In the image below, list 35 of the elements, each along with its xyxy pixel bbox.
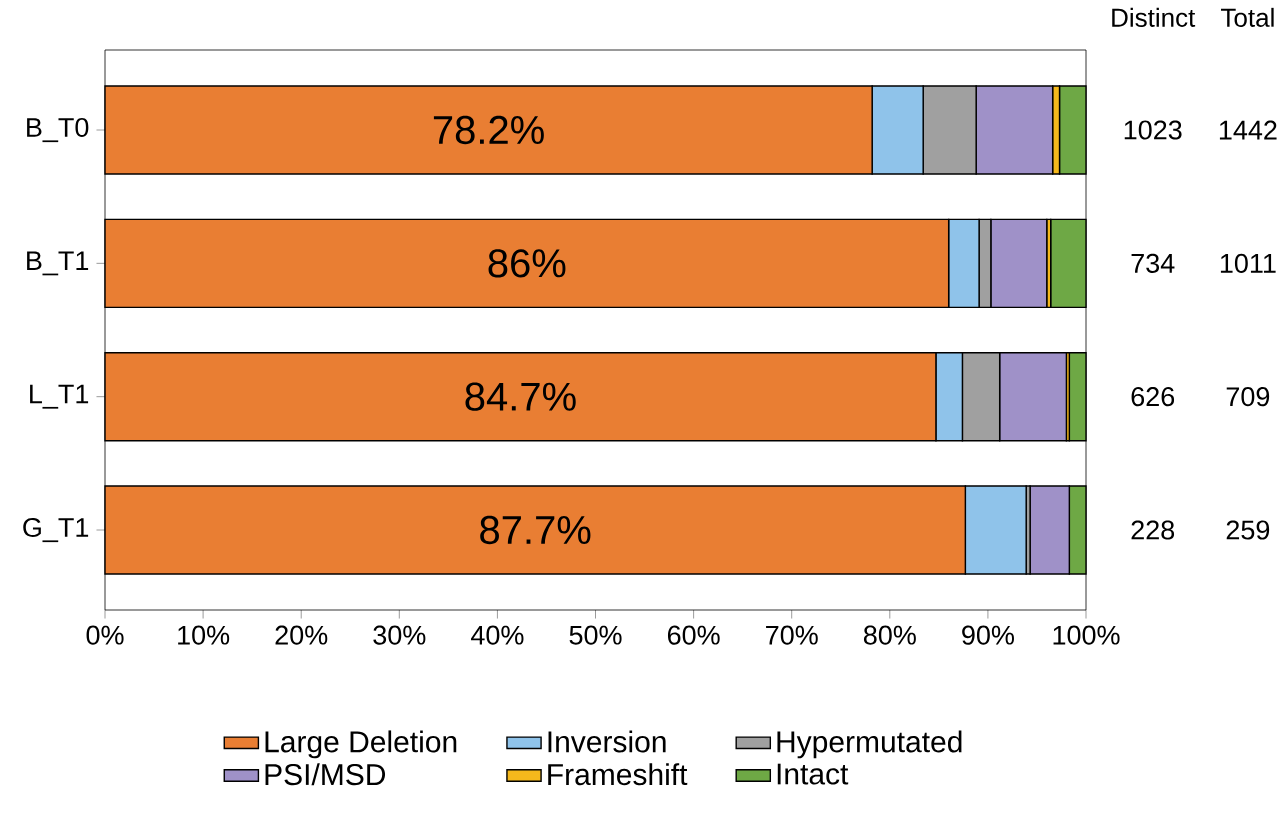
text: 228 (1131, 520, 1175, 540)
legend-label: Inversion (548, 730, 666, 753)
x-tick-label: 70% (766, 625, 818, 645)
y-tick-label: B_T0 (27, 117, 89, 143)
x-tick-label: 100% (1053, 625, 1120, 645)
data-label: 84.7% (465, 382, 576, 411)
x-tick-label: 10% (178, 625, 230, 645)
text: 626 (1131, 387, 1175, 407)
text: 709 (1226, 387, 1270, 407)
legend-label: Hypermutated (777, 730, 962, 759)
x-tick-label: 20% (275, 625, 328, 645)
x-tick-label: 60% (667, 625, 720, 645)
data-label: 86% (488, 249, 566, 278)
y-tick-label: B_T1 (27, 251, 89, 276)
legend-label: Large Deletion (265, 730, 457, 759)
x-tick-label: 90% (962, 625, 1014, 645)
data-label: 87.7% (480, 515, 591, 545)
x-tick-label: 40% (471, 625, 524, 645)
text: 1011 (1220, 253, 1276, 273)
y-tick-label: L_T1 (30, 384, 89, 409)
x-tick-label: 80% (863, 625, 916, 645)
text: 259 (1226, 520, 1270, 540)
y-tick-label: G_T1 (23, 517, 89, 543)
text: Total (1221, 7, 1274, 27)
text: 1442 (1219, 120, 1277, 140)
data-label: 78.2% (433, 115, 544, 145)
text: Distinct (1112, 7, 1196, 27)
text: 1023 (1124, 120, 1182, 140)
text: 734 (1131, 253, 1175, 273)
x-tick-label: 0% (86, 625, 124, 645)
legend-label: Frameshift (548, 763, 688, 786)
legend-label: Intact (777, 763, 849, 785)
x-tick-label: 50% (569, 625, 622, 645)
legend-label: PSI/MSD (265, 763, 386, 786)
x-tick-label: 30% (373, 625, 426, 645)
